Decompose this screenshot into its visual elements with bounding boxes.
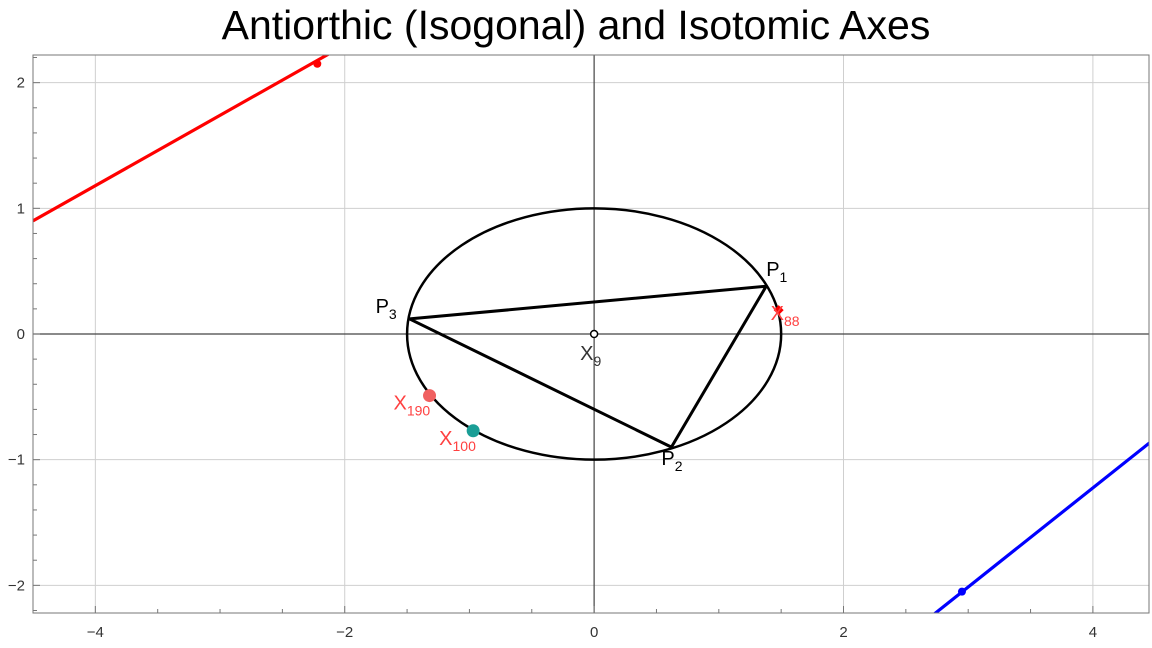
isotomic-axis-line (932, 441, 1149, 613)
y-tick-label: −1 (8, 452, 25, 469)
labels-layer: P1 P2 P3 X9 X88 X190 X100 (376, 259, 800, 474)
vertex-label-p2: P2 (661, 448, 682, 474)
ticks-layer: −4 −2 0 2 4 −2 −1 0 1 2 (8, 57, 1097, 641)
y-tick-label: 0 (17, 326, 25, 343)
shapes-layer (33, 55, 1149, 613)
point-x88 (773, 305, 784, 316)
line-marker-point (313, 59, 322, 68)
point-label-x100: X100 (439, 428, 476, 454)
x-tick-label: 4 (1089, 624, 1097, 641)
chart-title: Antiorthic (Isogonal) and Isotomic Axes (221, 2, 931, 48)
x-tick-label: −4 (87, 624, 104, 641)
antiorthic-axis-line (33, 55, 331, 223)
plot-frame (32, 54, 1150, 614)
point-x100 (466, 424, 480, 438)
x-tick-label: 0 (590, 624, 598, 641)
point-x9 (589, 329, 599, 339)
point-label-x88: X88 (771, 303, 800, 329)
point-label-x9: X9 (580, 343, 601, 369)
y-tick-label: 2 (17, 75, 25, 92)
y-tick-label: 1 (17, 200, 25, 217)
triangle-p1p2p3 (408, 284, 768, 449)
x-tick-label: 2 (839, 624, 847, 641)
x-tick-label: −2 (336, 624, 353, 641)
circumconic-ellipse (405, 207, 783, 461)
point-x190 (423, 389, 437, 403)
line-marker-point (957, 587, 966, 596)
vertex-label-p1: P1 (766, 259, 787, 285)
point-label-x190: X190 (394, 393, 431, 419)
vertex-label-p3: P3 (376, 296, 397, 322)
points-layer (313, 59, 966, 596)
y-tick-label: −2 (8, 577, 25, 594)
